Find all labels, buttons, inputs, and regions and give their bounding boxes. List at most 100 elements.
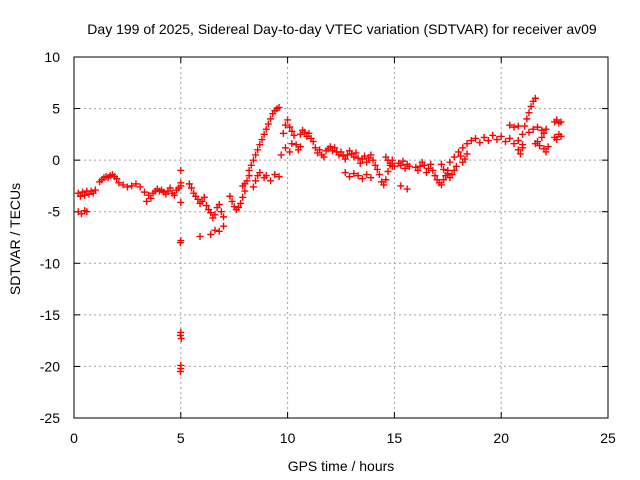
data-point — [538, 133, 546, 141]
y-tick-label: -20 — [40, 358, 60, 374]
data-point — [281, 144, 289, 152]
data-point — [350, 153, 358, 161]
data-point — [350, 170, 358, 178]
data-point — [256, 169, 264, 177]
data-point — [290, 131, 298, 139]
data-point — [91, 186, 99, 194]
data-point — [542, 125, 550, 133]
data-point — [514, 137, 522, 145]
data-point — [128, 182, 136, 190]
data-point — [360, 152, 368, 160]
data-point — [341, 169, 349, 177]
data-point — [382, 176, 390, 184]
x-axis-ticks: 0 5 10 15 20 25 — [70, 57, 616, 446]
data-point — [262, 172, 270, 180]
data-point — [384, 167, 392, 175]
x-tick-label: 10 — [280, 430, 296, 446]
data-point — [557, 132, 565, 140]
data-point — [388, 162, 396, 170]
data-point — [534, 123, 542, 131]
data-points — [74, 94, 565, 376]
y-tick-label: -25 — [40, 410, 60, 426]
data-point — [177, 198, 185, 206]
data-point — [506, 121, 514, 129]
data-point — [519, 144, 527, 152]
data-point — [540, 129, 548, 137]
data-point — [403, 185, 411, 193]
data-point — [196, 232, 204, 240]
data-point — [484, 137, 492, 145]
data-point — [459, 144, 467, 152]
data-point — [544, 143, 552, 151]
data-point — [267, 115, 275, 123]
data-point — [309, 138, 317, 146]
y-tick-label: 10 — [44, 49, 60, 65]
data-point — [367, 151, 375, 159]
data-point — [525, 128, 533, 136]
data-point — [243, 177, 251, 185]
data-point — [83, 208, 91, 216]
data-point — [454, 148, 462, 156]
data-point — [187, 184, 195, 192]
data-point — [136, 183, 144, 191]
data-point — [271, 171, 279, 179]
data-point — [326, 143, 334, 151]
data-point — [427, 160, 435, 168]
x-axis-label: GPS time / hours — [288, 458, 395, 474]
data-point — [170, 191, 178, 199]
data-point — [296, 130, 304, 138]
data-point — [527, 103, 535, 111]
data-point — [228, 197, 236, 205]
data-point — [262, 125, 270, 133]
data-point — [341, 155, 349, 163]
data-point — [489, 131, 497, 139]
data-point — [448, 171, 456, 179]
data-point — [281, 121, 289, 129]
data-point — [215, 200, 223, 208]
y-axis-label: SDTVAR / TECUs — [7, 183, 23, 295]
data-point — [531, 140, 539, 148]
data-point — [525, 109, 533, 117]
y-tick-label: -10 — [40, 255, 60, 271]
data-point — [352, 149, 360, 157]
data-point — [510, 123, 518, 131]
data-point — [510, 140, 518, 148]
data-point — [260, 130, 268, 138]
data-point — [258, 136, 266, 144]
data-point — [286, 123, 294, 131]
data-point — [536, 142, 544, 150]
data-point — [463, 140, 471, 148]
data-point — [371, 161, 379, 169]
data-point — [497, 132, 505, 140]
data-point — [506, 134, 514, 142]
x-tick-label: 15 — [387, 430, 403, 446]
data-point — [346, 173, 354, 181]
y-tick-label: 0 — [52, 152, 60, 168]
data-point — [237, 199, 245, 207]
data-point — [220, 213, 228, 221]
x-tick-label: 20 — [493, 430, 509, 446]
data-point — [239, 193, 247, 201]
data-point — [247, 161, 255, 169]
data-point — [422, 169, 430, 177]
data-point — [450, 166, 458, 174]
data-point — [76, 192, 84, 200]
data-point — [358, 175, 366, 183]
plot-frame — [73, 56, 609, 419]
data-point — [519, 130, 527, 138]
data-point — [275, 173, 283, 181]
data-point — [215, 227, 223, 235]
data-point — [254, 146, 262, 154]
data-point — [220, 222, 228, 230]
x-tick-label: 5 — [177, 430, 185, 446]
data-point — [311, 144, 319, 152]
data-point — [363, 171, 371, 179]
data-point — [399, 157, 407, 165]
data-point — [405, 162, 413, 170]
data-point — [476, 139, 484, 147]
data-point — [529, 125, 537, 133]
y-tick-label: -15 — [40, 307, 60, 323]
data-point — [115, 179, 123, 187]
